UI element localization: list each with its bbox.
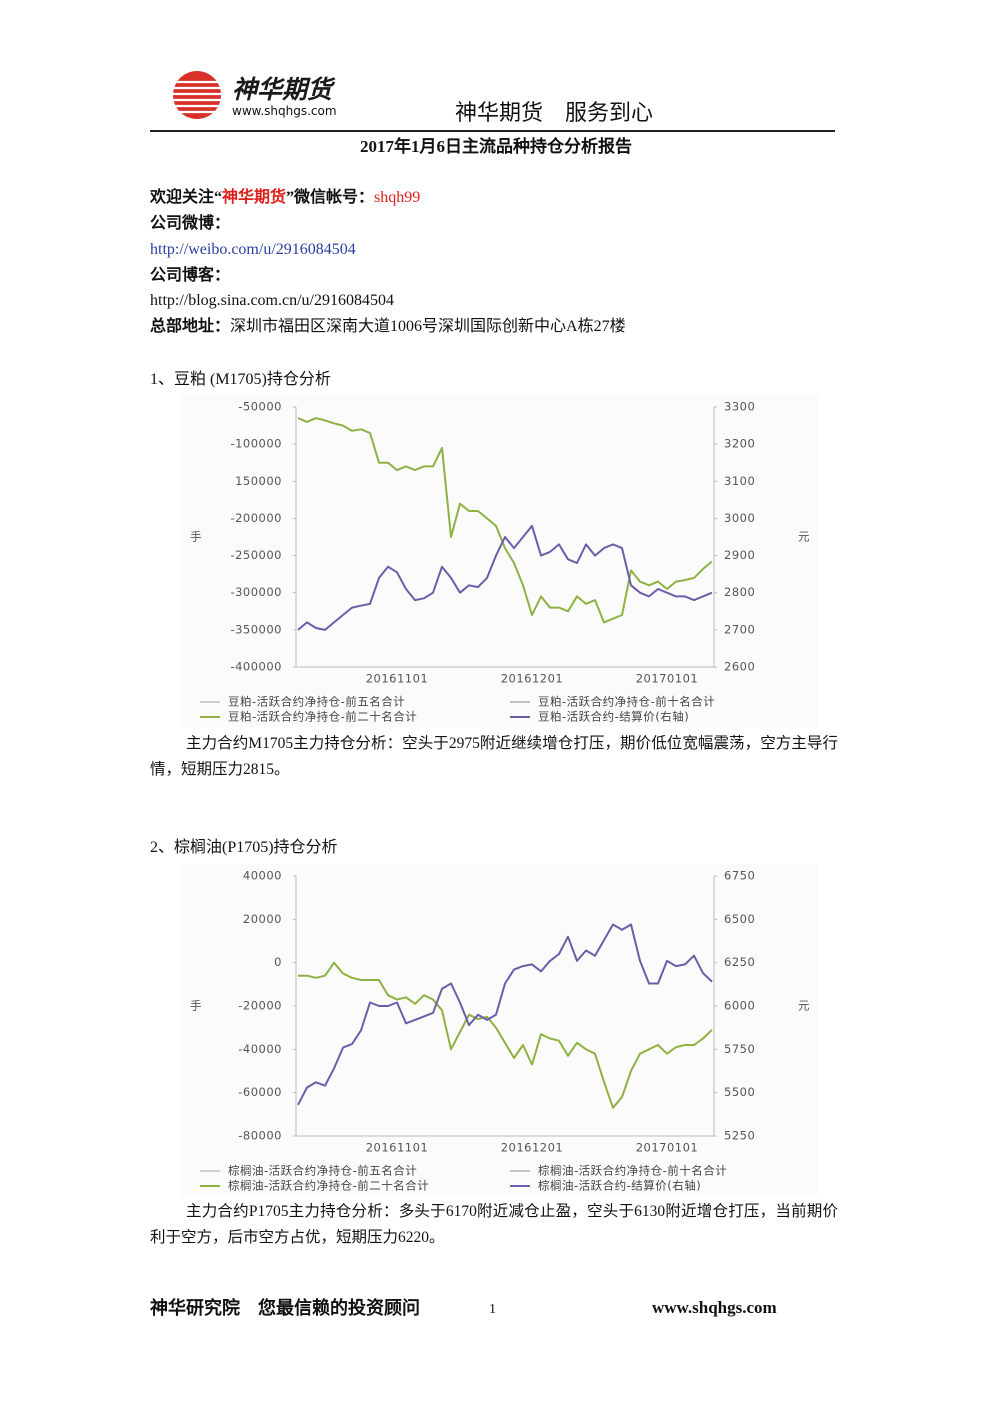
y2-tick-label: 3100: [724, 474, 755, 488]
y-tick-label: 40000: [243, 869, 282, 883]
y2-tick-label: 5750: [724, 1042, 755, 1056]
section-heading: 1、豆粕 (M1705)持仓分析: [150, 371, 331, 388]
y-tick-label: -40000: [238, 1042, 282, 1056]
logo-mark: [171, 71, 223, 119]
legend-label: 豆粕-活跃合约净持仓-前十名合计: [538, 695, 715, 709]
weibo-url[interactable]: http://weibo.com/u/2916084504: [150, 241, 356, 258]
legend-label: 豆粕-活跃合约净持仓-前五名合计: [228, 695, 405, 709]
y-tick-label: -350000: [230, 622, 282, 636]
y2-tick-label: 3300: [724, 400, 755, 414]
x-tick-label: 20161101: [366, 1141, 429, 1155]
text: 深圳市福田区深南大道1006号深圳国际创新中心A栋27楼: [230, 318, 626, 335]
chart: -400000 -350000 -300000 -250000 -200000 15000…: [180, 395, 818, 727]
y-axis-label: 手: [190, 999, 202, 1013]
x-tick-label: 20161101: [366, 672, 429, 686]
series-line: [297, 417, 713, 624]
x-tick-label: 20161201: [501, 1141, 564, 1155]
y-tick-label: -50000: [238, 400, 282, 414]
y-tick-label: -100000: [230, 437, 282, 451]
y-tick-label: -80000: [238, 1129, 282, 1143]
y2-tick-label: 3000: [724, 511, 755, 525]
y2-tick-label: 6750: [724, 869, 755, 883]
weibo-label: 公司微博：: [150, 215, 231, 232]
y2-tick-label: 6250: [724, 955, 755, 969]
y-tick-label: 20000: [243, 912, 282, 926]
y-tick-label: -200000: [230, 511, 282, 525]
page-number: 1: [489, 1302, 496, 1317]
legend-label: 棕榈油-活跃合约净持仓-前十名合计: [538, 1164, 727, 1178]
y2-tick-label: 3200: [724, 437, 755, 451]
y2-tick-label: 5250: [724, 1129, 755, 1143]
y-tick-label: -250000: [230, 548, 282, 562]
header-rule: [150, 130, 835, 132]
footer-url: www.shqhgs.com: [652, 1298, 777, 1317]
legend-label: 棕榈油-活跃合约净持仓-前二十名合计: [228, 1179, 429, 1193]
text: shqh99: [374, 189, 421, 206]
series-line: [298, 961, 713, 1109]
blog-url: http://blog.sina.com.cn/u/2916084504: [150, 292, 394, 309]
legend-label: 棕榈油-活跃合约净持仓-前五名合计: [228, 1164, 417, 1178]
blog-label: 公司博客：: [150, 267, 231, 284]
legend-label: 豆粕-活跃合约-结算价(右轴): [538, 710, 689, 724]
analysis: 主力合约M1705主力持仓分析：空头于2975附近继续增仓打压，期价低位宽幅震荡…: [150, 735, 838, 778]
section-heading: 2、棕榈油(P1705)持仓分析: [150, 839, 338, 856]
y-tick-label: -300000: [230, 585, 282, 599]
y2-axis-label: 元: [798, 999, 810, 1013]
x-tick-label: 20170101: [636, 672, 699, 686]
text: 欢迎关注“: [150, 189, 223, 206]
logo-url: www.shqhgs.com: [232, 104, 337, 118]
y-tick-label: -60000: [238, 1085, 282, 1099]
legend-label: 豆粕-活跃合约净持仓-前二十名合计: [228, 710, 417, 724]
y-axis-label: 手: [190, 530, 202, 544]
chart: -80000 -60000 -40000 -20000 0 20000 40000 5250 5…: [180, 864, 818, 1196]
y-tick-label: 0: [274, 955, 282, 969]
series-line: [297, 524, 713, 631]
text: ”微信帐号：: [286, 189, 375, 206]
y2-tick-label: 6000: [724, 999, 755, 1013]
logo-name: 神华期货: [232, 75, 333, 104]
slogan: 神华期货 服务到心: [455, 101, 654, 126]
series-line: [297, 923, 713, 1106]
y-tick-label: -20000: [238, 999, 282, 1013]
x-tick-label: 20161201: [501, 672, 564, 686]
legend-label: 棕榈油-活跃合约-结算价(右轴): [538, 1179, 701, 1193]
y2-axis-label: 元: [798, 530, 810, 544]
address-line: 总部地址：深圳市福田区深南大道1006号深圳国际创新中心A栋27楼: [150, 317, 626, 337]
y-tick-label: -400000: [230, 660, 282, 674]
wechat-line: 欢迎关注“神华期货”微信帐号：shqh99: [150, 188, 420, 208]
text: 总部地址：: [150, 318, 231, 335]
footer-left: 神华研究院 您最信赖的投资顾问: [150, 1298, 420, 1318]
y2-tick-label: 6500: [724, 912, 755, 926]
x-tick-label: 20170101: [636, 1141, 699, 1155]
doc-title: 2017年1月6日主流品种持仓分析报告: [360, 137, 632, 156]
y2-tick-label: 2900: [724, 548, 755, 562]
analysis: 主力合约P1705主力持仓分析：多头于6170附近减仓止盈，空头于6130附近增…: [150, 1203, 838, 1246]
y-tick-label: 150000: [235, 474, 282, 488]
text: 神华期货: [222, 189, 287, 206]
y2-tick-label: 2600: [724, 660, 755, 674]
y2-tick-label: 5500: [724, 1085, 755, 1099]
y2-tick-label: 2700: [724, 622, 755, 636]
y2-tick-label: 2800: [724, 585, 755, 599]
